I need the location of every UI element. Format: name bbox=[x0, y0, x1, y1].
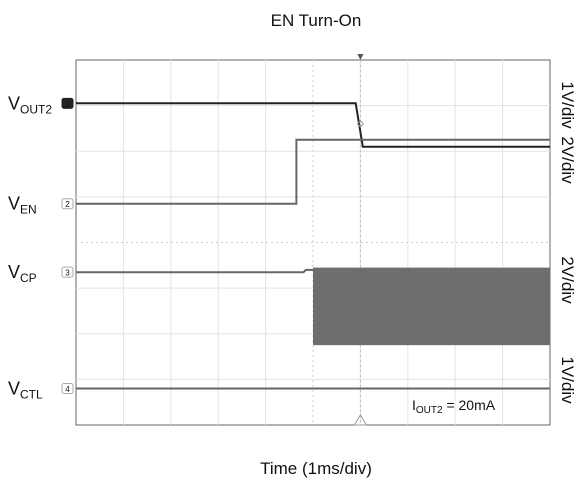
trace-out2 bbox=[76, 102, 550, 148]
scale-labels: 1V/div 2V/div 2V/div 1V/div bbox=[558, 81, 576, 404]
x-axis-label: Time (1ms/div) bbox=[260, 459, 372, 478]
channel-marker-number: 2 bbox=[65, 200, 70, 209]
cursor-diamond-icon bbox=[356, 120, 365, 128]
channel-labels: VOUT2 VEN VCP VCTL bbox=[8, 93, 52, 401]
scale-label: 2V/div bbox=[558, 136, 576, 184]
trigger-marker-bottom bbox=[353, 414, 368, 426]
trace-en bbox=[76, 138, 550, 205]
scale-label: 1V/div bbox=[558, 356, 576, 404]
channel-marker-number: 1 bbox=[65, 100, 70, 109]
traces bbox=[76, 102, 550, 390]
grid-lines bbox=[76, 54, 550, 426]
channel-label-out2: VOUT2 bbox=[8, 93, 52, 116]
channel-marker-icon bbox=[61, 383, 74, 394]
channel-markers: 1 2 3 4 bbox=[61, 97, 74, 394]
channel-marker-icon bbox=[61, 198, 74, 210]
current-annotation: IOUT2 = 20mA bbox=[412, 397, 496, 416]
scale-label: 1V/div bbox=[558, 81, 576, 129]
channel-marker-number: 4 bbox=[65, 385, 70, 394]
chart-title: EN Turn-On bbox=[271, 11, 362, 30]
trigger-marker-top bbox=[357, 54, 364, 60]
channel-label-en: VEN bbox=[8, 194, 37, 217]
channel-label-ctl: VCTL bbox=[8, 379, 43, 402]
channel-label-cp: VCP bbox=[8, 262, 37, 285]
channel-marker-number: 3 bbox=[65, 269, 70, 278]
trace-cp bbox=[76, 268, 313, 274]
channel-marker-icon bbox=[61, 266, 74, 278]
vcp-switching-band bbox=[313, 267, 550, 346]
scale-label: 2V/div bbox=[558, 256, 576, 304]
channel-marker-icon bbox=[61, 97, 74, 109]
